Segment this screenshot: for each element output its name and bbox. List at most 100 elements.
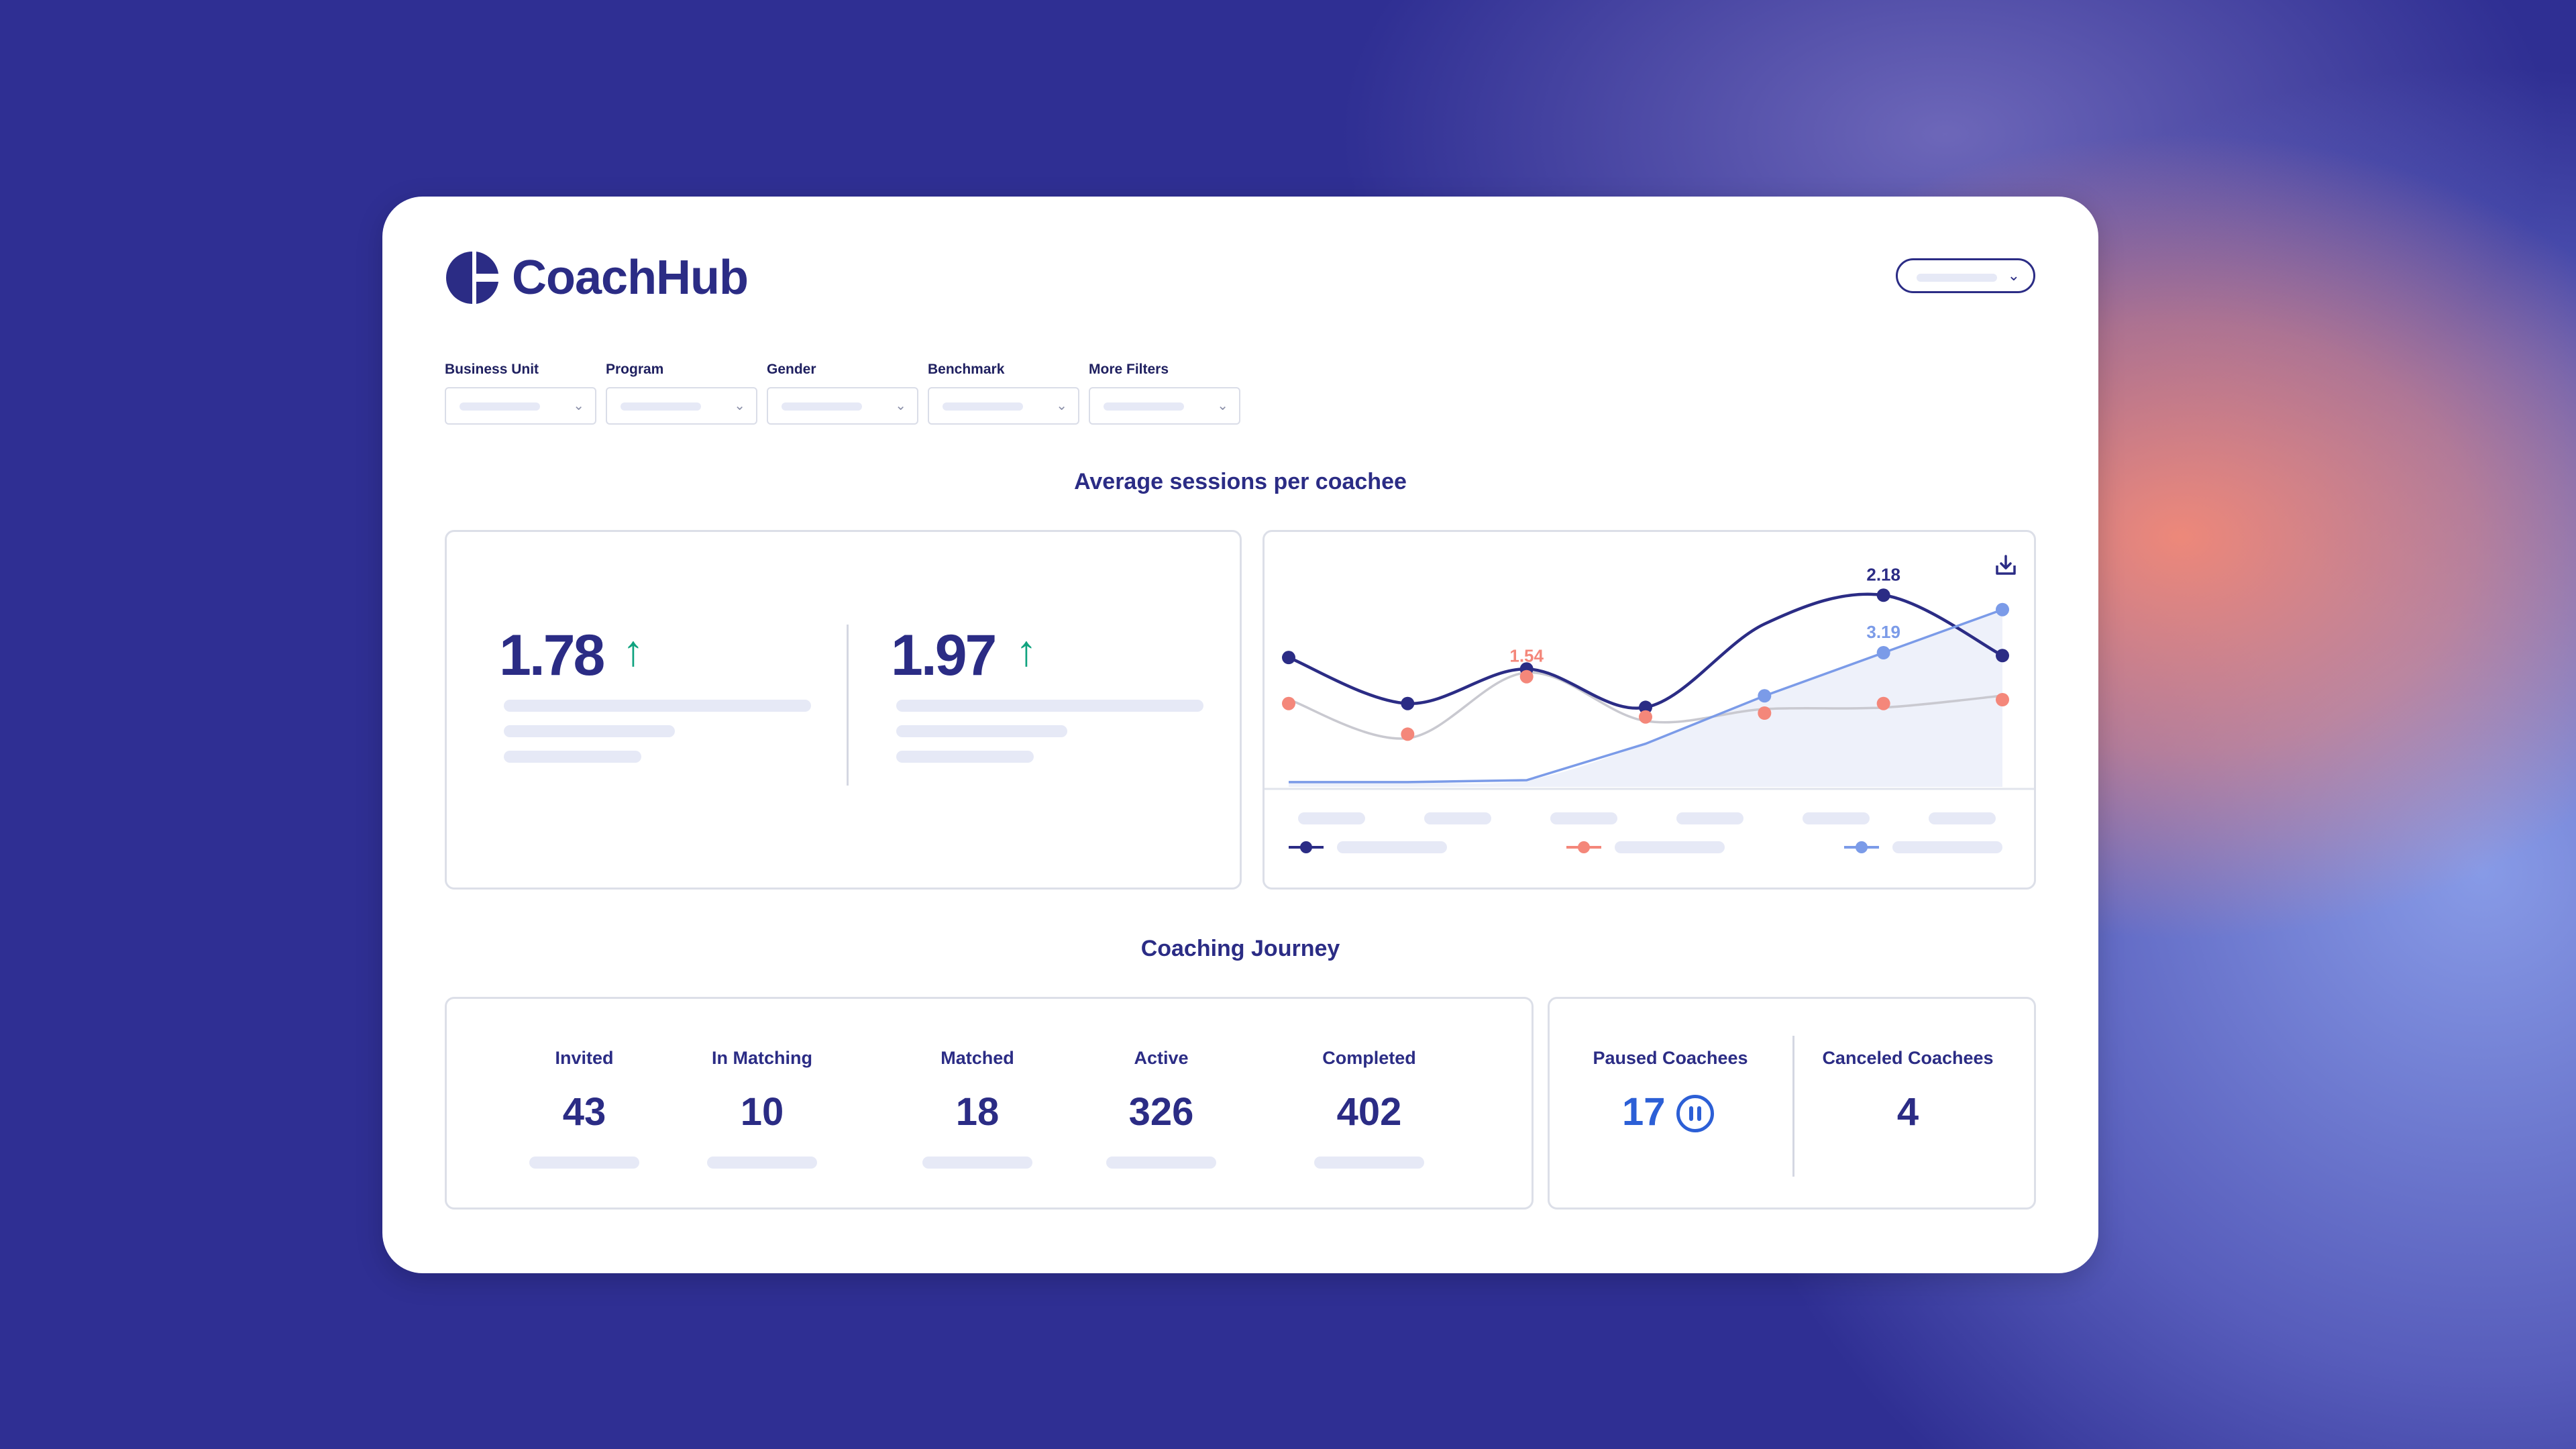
filter-label: Gender — [767, 362, 816, 377]
filter-select[interactable]: ⌄ — [606, 387, 757, 425]
placeholder-bar — [896, 700, 1203, 712]
canceled-coachees-value: 4 — [1896, 1090, 1919, 1134]
legend-marker — [1856, 841, 1868, 853]
legend-label-placeholder — [1892, 841, 2002, 853]
chevron-down-icon: ⌄ — [1056, 398, 1067, 413]
stage-label-in-matching: In Matching — [712, 1048, 812, 1068]
pause-icon[interactable] — [1676, 1095, 1714, 1132]
chart-area-fill — [1289, 609, 2002, 787]
series-2-point — [1758, 706, 1772, 720]
journey-section-title: Coaching Journey — [1140, 936, 1340, 961]
series-3-point — [1758, 689, 1772, 703]
kpi-divider — [847, 625, 849, 786]
tick-label-placeholder — [1803, 812, 1870, 824]
filter-label: Benchmark — [928, 362, 1005, 377]
tick-label-placeholder — [1298, 812, 1365, 824]
filter-label: More Filters — [1089, 362, 1169, 377]
logo[interactable]: CoachHub — [445, 250, 749, 305]
sessions-chart-panel: 2.18 1.54 3.19 — [1263, 530, 2036, 890]
data-label: 2.18 — [1866, 564, 1900, 584]
coachhub-logo-icon — [446, 252, 498, 304]
placeholder-bar — [504, 725, 675, 737]
paused-coachees-label: Paused Coachees — [1593, 1048, 1748, 1068]
placeholder-bar — [896, 751, 1034, 763]
series-2-point — [1996, 693, 2009, 706]
chevron-down-icon: ⌄ — [895, 398, 906, 413]
series-2-point — [1876, 696, 1890, 710]
series-3-area — [1289, 609, 2002, 787]
tick-label-placeholder — [1929, 812, 1996, 824]
series-1-point — [1639, 700, 1652, 714]
series-1-point — [1996, 649, 2009, 663]
stage-value-matched: 18 — [955, 1090, 1000, 1134]
sessions-kpi-panel: 1.78 ↑ 1.97 ↑ — [445, 530, 1242, 890]
placeholder-bar — [504, 751, 641, 763]
placeholder-bar — [707, 1157, 817, 1169]
chevron-down-icon: ⌄ — [1217, 398, 1228, 413]
series-1-point — [1282, 651, 1295, 665]
stage-label-invited: Invited — [555, 1048, 614, 1068]
filter-gender: Gender ⌄ — [767, 362, 918, 425]
chart-points — [1282, 588, 2009, 741]
tick-label-placeholder — [1424, 812, 1491, 824]
filter-placeholder — [943, 402, 1023, 411]
series-2-point — [1519, 669, 1534, 684]
stage-label-matched: Matched — [941, 1048, 1014, 1068]
chart-labels: 2.18 1.54 3.19 — [1509, 564, 1900, 665]
data-label: 1.54 — [1509, 646, 1544, 666]
paused-canceled-panel: Paused Coachees 17 Canceled Coachees 4 — [1548, 997, 2036, 1210]
series-2-point — [1639, 710, 1652, 724]
series-3-point — [1876, 646, 1890, 659]
tick-label-placeholder — [1676, 812, 1743, 824]
stage-label-completed: Completed — [1322, 1048, 1416, 1068]
arrow-up-icon: ↑ — [1016, 627, 1037, 675]
placeholder-bar — [1106, 1157, 1216, 1169]
tick-label-placeholder — [1550, 812, 1617, 824]
sessions-section-title: Average sessions per coachee — [1074, 469, 1407, 494]
legend-label-placeholder — [1615, 841, 1725, 853]
filter-placeholder — [782, 402, 862, 411]
filter-select[interactable]: ⌄ — [767, 387, 918, 425]
stage-label-active: Active — [1134, 1048, 1189, 1068]
dropdown-placeholder — [1917, 274, 1997, 282]
series-2-point — [1282, 696, 1295, 710]
chevron-down-icon: ⌄ — [2007, 267, 2020, 284]
filter-label: Program — [606, 362, 664, 377]
stage-value-invited: 43 — [562, 1090, 606, 1134]
filter-placeholder — [460, 402, 540, 411]
filter-select[interactable]: ⌄ — [1089, 387, 1240, 425]
series-1-point — [1876, 588, 1890, 602]
placeholder-bar — [529, 1157, 639, 1169]
legend-marker — [1300, 841, 1312, 853]
chart-legend — [1289, 841, 2002, 853]
filter-label: Business Unit — [445, 362, 539, 377]
chevron-down-icon: ⌄ — [573, 398, 584, 413]
canceled-coachees-label: Canceled Coachees — [1822, 1048, 1994, 1068]
filter-bar: Business Unit ⌄ Program ⌄ Gender ⌄ Bench… — [445, 362, 1240, 425]
arrow-up-icon: ↑ — [623, 627, 644, 675]
placeholder-bar — [896, 725, 1067, 737]
placeholder-bar — [922, 1157, 1032, 1169]
series-2-point — [1401, 727, 1415, 741]
filter-placeholder — [621, 402, 701, 411]
x-axis-tick-placeholders — [1298, 812, 1996, 824]
chevron-down-icon: ⌄ — [734, 398, 745, 413]
filter-program: Program ⌄ — [606, 362, 757, 425]
filter-select[interactable]: ⌄ — [928, 387, 1079, 425]
paused-coachees-value: 17 — [1622, 1090, 1666, 1134]
stage-value-in-matching: 10 — [740, 1090, 784, 1134]
kpi-value: 1.97 — [891, 623, 997, 688]
legend-label-placeholder — [1337, 841, 1447, 853]
stage-value-completed: 402 — [1336, 1090, 1402, 1134]
stage-value-active: 326 — [1128, 1090, 1194, 1134]
download-icon[interactable] — [1996, 555, 2016, 575]
app-name: CoachHub — [512, 251, 749, 305]
filter-select[interactable]: ⌄ — [445, 387, 596, 425]
dashboard-card: CoachHub ⌄ Business Unit ⌄ Program ⌄ Gen… — [382, 197, 2098, 1273]
account-dropdown[interactable]: ⌄ — [1896, 258, 2035, 293]
series-1-point — [1401, 696, 1415, 710]
filter-business-unit: Business Unit ⌄ — [445, 362, 596, 425]
kpi-value: 1.78 — [499, 623, 605, 688]
panel-divider — [1792, 1036, 1794, 1177]
sessions-line-chart: 2.18 1.54 3.19 — [1265, 555, 2034, 853]
